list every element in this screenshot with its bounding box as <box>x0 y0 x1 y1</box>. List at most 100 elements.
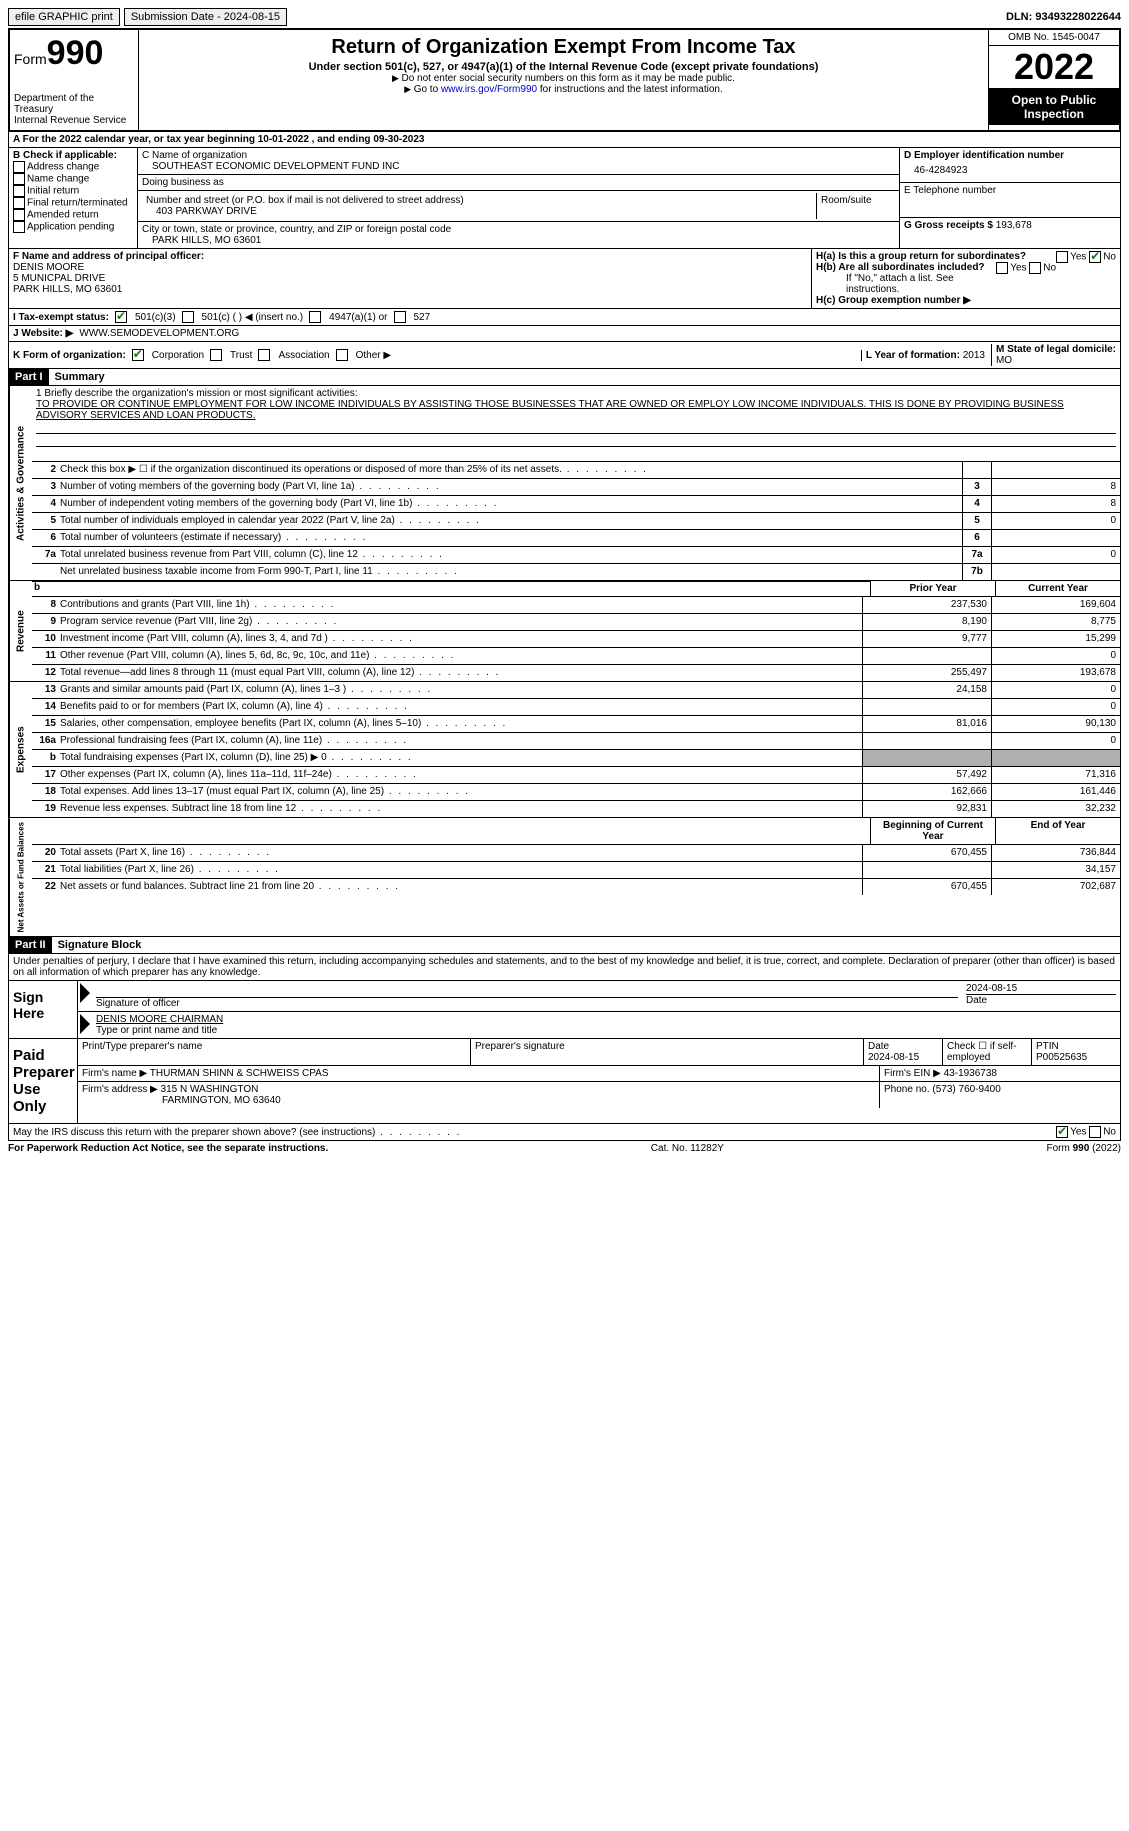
rev-label: Revenue <box>9 581 32 681</box>
revenue-section: Revenue b Prior Year Current Year 8Contr… <box>8 581 1121 682</box>
form-subtitle: Under section 501(c), 527, or 4947(a)(1)… <box>143 61 984 73</box>
exp-label: Expenses <box>9 682 32 817</box>
tax-status-row: I Tax-exempt status: 501(c)(3) 501(c) ( … <box>8 309 1121 326</box>
ein-label: D Employer identification number <box>904 150 1064 161</box>
prep-date: 2024-08-15 <box>868 1052 919 1063</box>
open-to-public: Open to Public Inspection <box>989 89 1119 125</box>
section-k-row: K Form of organization: Corporation Trus… <box>8 342 1121 369</box>
arrow-icon <box>80 1014 90 1034</box>
print-name-label: Print/Type preparer's name <box>82 1041 466 1052</box>
check-assoc[interactable] <box>258 349 270 361</box>
note-link: Go to www.irs.gov/Form990 for instructio… <box>143 84 984 95</box>
mission-prompt: 1 Briefly describe the organization's mi… <box>36 388 1116 399</box>
check-initial[interactable] <box>13 185 25 197</box>
officer-name: DENIS MOORE <box>13 262 84 273</box>
check-pending[interactable] <box>13 221 25 233</box>
section-f-h: F Name and address of principal officer:… <box>8 249 1121 309</box>
form-number: 990 <box>47 34 104 72</box>
officer-printed-name: DENIS MOORE CHAIRMAN <box>96 1014 1116 1025</box>
table-row: 22Net assets or fund balances. Subtract … <box>32 879 1120 895</box>
part2-header: Part II <box>9 937 52 953</box>
addr-label: Number and street (or P.O. box if mail i… <box>146 195 812 206</box>
check-527[interactable] <box>394 311 406 323</box>
form-title: Return of Organization Exempt From Incom… <box>143 36 984 59</box>
check-trust[interactable] <box>210 349 222 361</box>
omb-number: OMB No. 1545-0047 <box>989 30 1119 46</box>
table-row: 10Investment income (Part VIII, column (… <box>32 631 1120 648</box>
declaration: Under penalties of perjury, I declare th… <box>8 954 1121 981</box>
addr-value: 403 PARKWAY DRIVE <box>146 206 812 217</box>
dept-treasury: Department of the Treasury <box>14 93 134 115</box>
governance-section: Activities & Governance 1 Briefly descri… <box>8 386 1121 581</box>
check-501c3[interactable] <box>115 311 127 323</box>
self-employed-check[interactable]: Check ☐ if self-employed <box>943 1039 1032 1065</box>
part2-bar: Part II Signature Block <box>8 937 1121 954</box>
table-row: 4Number of independent voting members of… <box>32 496 1120 513</box>
info-grid: B Check if applicable: Address change Na… <box>8 148 1121 249</box>
current-year-header: Current Year <box>995 581 1120 596</box>
check-amended[interactable] <box>13 209 25 221</box>
top-bar: efile GRAPHIC print Submission Date - 20… <box>8 8 1121 26</box>
form-word: Form <box>14 51 47 67</box>
hb-yes[interactable] <box>996 262 1008 274</box>
submission-date: Submission Date - 2024-08-15 <box>124 8 287 26</box>
hb-label: H(b) Are all subordinates included? <box>816 262 985 273</box>
end-year-header: End of Year <box>995 818 1120 844</box>
table-row: 5Total number of individuals employed in… <box>32 513 1120 530</box>
section-a: A For the 2022 calendar year, or tax yea… <box>8 132 1121 148</box>
sig-officer-label: Signature of officer <box>96 998 958 1009</box>
table-row: Net unrelated business taxable income fr… <box>32 564 1120 580</box>
part1-header: Part I <box>9 369 49 385</box>
check-other[interactable] <box>336 349 348 361</box>
discuss-yes[interactable] <box>1056 1126 1068 1138</box>
check-4947[interactable] <box>309 311 321 323</box>
table-row: 19Revenue less expenses. Subtract line 1… <box>32 801 1120 817</box>
form-footer: Form 990 (2022) <box>1047 1143 1121 1154</box>
mission-text: TO PROVIDE OR CONTINUE EMPLOYMENT FOR LO… <box>36 399 1116 421</box>
table-row: 3Number of voting members of the governi… <box>32 479 1120 496</box>
may-discuss-row: May the IRS discuss this return with the… <box>8 1124 1121 1141</box>
org-name-label: C Name of organization <box>142 150 895 161</box>
hc-label: H(c) Group exemption number ▶ <box>816 295 971 306</box>
firm-ein: 43-1936738 <box>944 1068 997 1079</box>
table-row: 7aTotal unrelated business revenue from … <box>32 547 1120 564</box>
table-row: 12Total revenue—add lines 8 through 11 (… <box>32 665 1120 681</box>
table-row: bTotal fundraising expenses (Part IX, co… <box>32 750 1120 767</box>
sign-here-label: Sign Here <box>9 981 78 1038</box>
b-label: b <box>32 580 42 595</box>
prior-year-header: Prior Year <box>870 581 995 596</box>
check-final[interactable] <box>13 197 25 209</box>
table-row: 20Total assets (Part X, line 16)670,4557… <box>32 845 1120 862</box>
table-row: 11Other revenue (Part VIII, column (A), … <box>32 648 1120 665</box>
dba-label: Doing business as <box>138 175 899 191</box>
check-address[interactable] <box>13 161 25 173</box>
check-name[interactable] <box>13 173 25 185</box>
net-label: Net Assets or Fund Balances <box>9 818 32 936</box>
check-corp[interactable] <box>132 349 144 361</box>
website-value: WWW.SEMODEVELOPMENT.ORG <box>79 328 239 339</box>
ha-no[interactable] <box>1089 251 1101 263</box>
phone-label: E Telephone number <box>900 183 1120 218</box>
hb-no[interactable] <box>1029 262 1041 274</box>
begin-year-header: Beginning of Current Year <box>870 818 995 844</box>
ha-yes[interactable] <box>1056 251 1068 263</box>
gross-label: G Gross receipts $ <box>904 220 996 231</box>
table-row: 6Total number of volunteers (estimate if… <box>32 530 1120 547</box>
cat-no: Cat. No. 11282Y <box>651 1143 724 1154</box>
prep-sig-label: Preparer's signature <box>475 1041 859 1052</box>
table-row: 9Program service revenue (Part VIII, lin… <box>32 614 1120 631</box>
note-ssn: Do not enter social security numbers on … <box>143 73 984 84</box>
efile-button[interactable]: efile GRAPHIC print <box>8 8 120 26</box>
firm-name: THURMAN SHINN & SCHWEISS CPAS <box>150 1068 329 1079</box>
officer-addr2: PARK HILLS, MO 63601 <box>13 284 122 295</box>
check-501c[interactable] <box>182 311 194 323</box>
irs-link[interactable]: www.irs.gov/Form990 <box>441 84 537 95</box>
table-row: 8Contributions and grants (Part VIII, li… <box>32 597 1120 614</box>
net-assets-section: Net Assets or Fund Balances Beginning of… <box>8 818 1121 937</box>
part1-bar: Part I Summary <box>8 369 1121 386</box>
ptin-value: P00525635 <box>1036 1052 1087 1063</box>
city-value: PARK HILLS, MO 63601 <box>142 235 895 246</box>
discuss-no[interactable] <box>1089 1126 1101 1138</box>
preparer-label: Paid Preparer Use Only <box>9 1039 78 1123</box>
ha-label: H(a) Is this a group return for subordin… <box>816 251 1026 262</box>
